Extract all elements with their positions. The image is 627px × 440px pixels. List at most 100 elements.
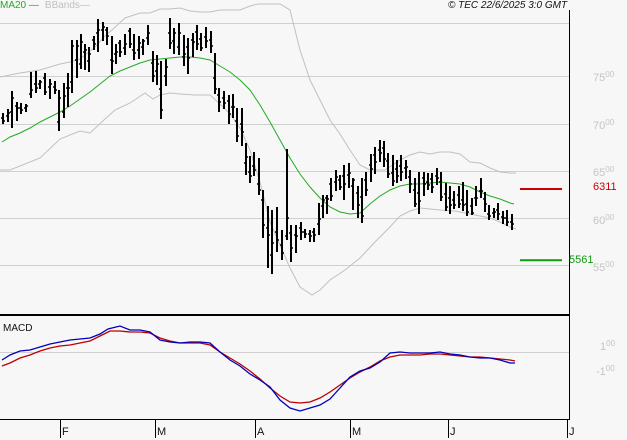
ohlc-bar <box>209 31 213 53</box>
legend-ma20: MA20 — <box>0 0 39 11</box>
ohlc-bar <box>235 108 239 142</box>
ohlc-bar <box>270 210 274 274</box>
ohlc-bar <box>141 39 145 55</box>
ohlc-bar <box>479 178 483 198</box>
ohlc-bar <box>417 172 421 214</box>
ohlc-bar <box>24 104 28 112</box>
ohlc-bar <box>422 172 426 196</box>
ohlc-bar <box>164 59 168 86</box>
price-tick-label: 6000 <box>593 213 615 227</box>
ohlc-bar <box>280 230 284 260</box>
support-label: 5561 <box>569 254 594 266</box>
ohlc-bar <box>62 83 66 118</box>
ohlc-bar <box>474 186 478 206</box>
ohlc-bar <box>483 192 487 212</box>
ohlc-bar <box>101 22 105 41</box>
ohlc-bar <box>289 225 293 262</box>
ma20-polyline <box>1 56 515 215</box>
macd-line <box>1 325 515 412</box>
ohlc-bar <box>461 182 465 211</box>
bb-lower-band <box>0 92 517 296</box>
ohlc-bar <box>87 47 91 72</box>
macd-title: MACD <box>3 323 33 334</box>
ohlc-bar <box>386 153 390 178</box>
x-label-month: M <box>157 426 167 438</box>
ohlc-bar <box>408 170 412 193</box>
ohlc-bar <box>257 158 261 195</box>
ohlc-bar <box>404 160 408 179</box>
ohlc-bar <box>452 191 456 209</box>
ohlc-bar <box>48 79 52 99</box>
ohlc-bar <box>128 28 132 48</box>
ohlc-bar <box>505 210 509 226</box>
ohlc-bar <box>6 109 10 122</box>
price-tick-label: 6500 <box>593 165 615 179</box>
ohlc-bar <box>186 38 190 74</box>
ohlc-bar <box>356 186 360 218</box>
ohlc-bar <box>294 225 298 253</box>
ohlc-bar <box>191 33 195 57</box>
ohlc-bar <box>132 34 136 60</box>
ohlc-bar <box>312 228 316 242</box>
ohlc-bar <box>360 178 364 223</box>
ohlc-bar <box>1 113 5 124</box>
ohlc-bars <box>1 18 514 274</box>
ohlc-bar <box>240 108 244 146</box>
ohlc-bar <box>439 172 443 201</box>
ohlc-bar <box>118 40 122 57</box>
ohlc-bar <box>492 208 496 218</box>
ohlc-bar <box>317 203 321 235</box>
x-label-month: A <box>257 426 265 438</box>
price-tick-label: 7000 <box>593 118 615 132</box>
ohlc-bar <box>57 90 61 131</box>
chart-legend: MA20 — BBands— <box>0 0 90 11</box>
ohlc-bar <box>334 170 338 191</box>
ohlc-bar <box>399 155 403 181</box>
ohlc-bar <box>217 88 221 112</box>
ohlc-bar <box>248 156 252 183</box>
support-resistance-lines <box>520 187 562 262</box>
ohlc-bar <box>378 140 382 162</box>
ohlc-bar <box>465 190 469 216</box>
ohlc-bar <box>413 178 417 207</box>
ohlc-bar <box>391 155 395 186</box>
ohlc-bar <box>321 195 325 218</box>
ohlc-bar <box>199 33 203 51</box>
ohlc-bar <box>53 81 57 94</box>
ohlc-bar <box>43 73 47 95</box>
x-axis-ticks <box>60 420 568 438</box>
bb-upper-band <box>0 3 516 174</box>
ohlc-bar <box>308 230 312 242</box>
ohlc-bar <box>303 229 307 238</box>
price-gridlines <box>0 23 569 266</box>
ohlc-bar <box>172 28 176 54</box>
legend-bbands: BBands— <box>44 0 90 11</box>
ohlc-bar <box>325 195 329 214</box>
price-tick-label: 5500 <box>593 260 615 274</box>
ohlc-bar <box>244 143 248 175</box>
ma20-line <box>1 56 515 215</box>
ohlc-bar <box>329 178 333 201</box>
ohlc-bar <box>29 72 33 98</box>
ohlc-bar <box>266 206 270 268</box>
ohlc-bar <box>285 149 289 240</box>
macd-lines <box>1 325 516 412</box>
ohlc-bar <box>204 27 208 48</box>
ohlc-bar <box>75 40 79 78</box>
ohlc-bar <box>168 18 172 49</box>
ohlc-bar <box>457 186 461 208</box>
ohlc-bar <box>275 207 279 252</box>
ohlc-bar <box>470 198 474 215</box>
ohlc-bar <box>123 34 127 55</box>
ohlc-bar <box>137 36 141 59</box>
ohlc-bar <box>426 173 430 190</box>
x-label-month: M <box>352 426 362 438</box>
ohlc-bar <box>70 40 74 93</box>
ohlc-bar <box>364 172 368 196</box>
ohlc-bar <box>195 25 199 50</box>
ohlc-bar <box>110 36 114 74</box>
ohlc-bar <box>222 91 226 109</box>
price-tick-label: 7500 <box>593 70 615 84</box>
ohlc-bar <box>261 190 265 238</box>
